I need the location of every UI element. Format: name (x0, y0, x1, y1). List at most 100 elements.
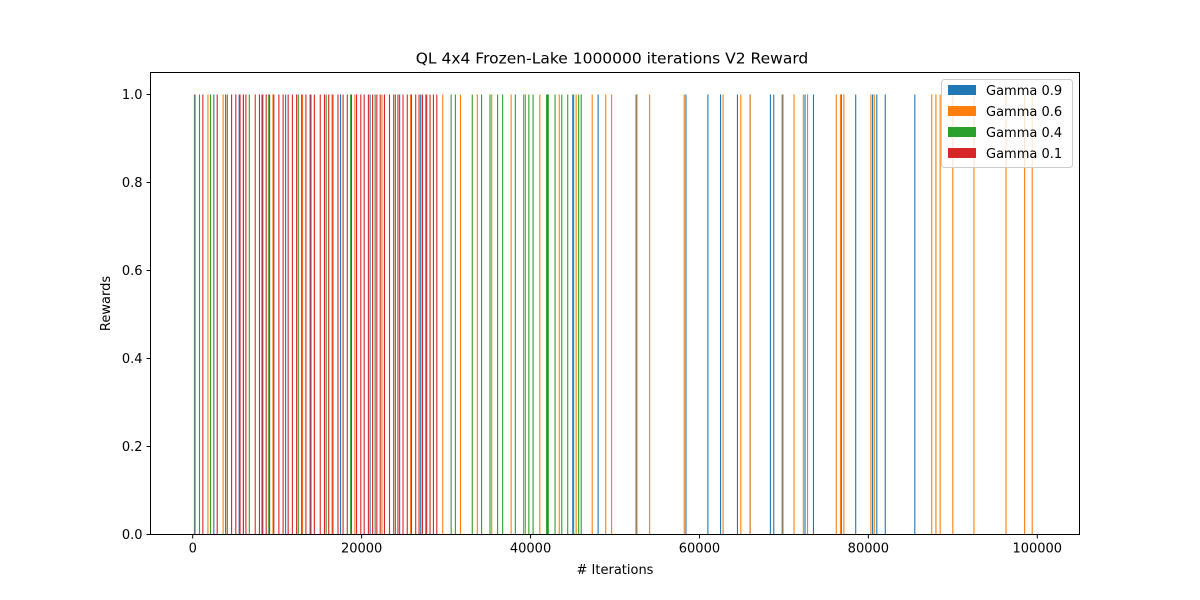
bar-gamma-0-9-20 (773, 94, 775, 535)
bar-gamma-0-4-16 (497, 94, 499, 535)
bar-gamma-0-1-36 (376, 94, 378, 535)
bar-gamma-0-9-11 (572, 94, 574, 535)
bar-gamma-0-1-10 (262, 94, 264, 535)
bar-gamma-0-6-19 (591, 94, 593, 535)
bar-gamma-0-9-8 (399, 94, 401, 535)
bar-gamma-0-6-25 (722, 94, 724, 535)
bar-gamma-0-1-22 (313, 94, 315, 535)
x-tick-label: 40000 (510, 542, 551, 557)
bar-gamma-0-6-41 (973, 94, 975, 535)
bar-gamma-0-6-24 (683, 94, 685, 535)
bar-gamma-0-6-42 (1005, 94, 1007, 535)
bar-gamma-0-1-25 (328, 94, 330, 535)
legend-label-gamma-0-1: Gamma 0.1 (986, 147, 1062, 162)
legend-label-gamma-0-9: Gamma 0.9 (986, 84, 1062, 99)
bar-gamma-0-1-9 (258, 94, 260, 535)
bar-gamma-0-9-28 (884, 94, 886, 535)
bar-gamma-0-4-14 (481, 94, 483, 535)
bar-gamma-0-4-29 (580, 94, 582, 535)
x-tick-label: 0 (189, 542, 197, 557)
bar-gamma-0-6-29 (793, 94, 795, 535)
bar-gamma-0-1-27 (337, 94, 339, 535)
bar-gamma-0-6-9 (410, 94, 412, 535)
bar-gamma-0-6-44 (1031, 94, 1033, 535)
bar-gamma-0-9-21 (781, 94, 783, 535)
chart-title: QL 4x4 Frozen-Lake 1000000 iterations V2… (416, 50, 809, 68)
bar-gamma-0-1-47 (421, 94, 423, 535)
bar-gamma-0-1-45 (415, 94, 417, 535)
bar-gamma-0-6-26 (740, 94, 742, 535)
bar-gamma-0-9-29 (914, 94, 916, 535)
bar-gamma-0-6-6 (331, 94, 333, 535)
bar-gamma-0-1-32 (360, 94, 362, 535)
bar-gamma-0-4-27 (573, 94, 575, 535)
bar-gamma-0-1-37 (379, 94, 381, 535)
bar-gamma-0-6-12 (476, 94, 478, 535)
x-tick-label: 80000 (848, 542, 889, 557)
bar-gamma-0-1-12 (269, 94, 271, 535)
legend-swatch-gamma-0-6 (948, 106, 976, 116)
bar-gamma-0-4-10 (425, 94, 427, 535)
x-axis-label: # Iterations (577, 563, 654, 578)
bar-gamma-0-9-24 (840, 94, 842, 535)
bar-gamma-0-4-21 (532, 94, 534, 535)
bar-gamma-0-1-11 (265, 94, 267, 535)
series-gamma-0-6 (194, 94, 1033, 535)
bar-gamma-0-4-8 (374, 94, 376, 535)
x-tick-label: 100000 (1012, 542, 1062, 557)
bar-gamma-0-4-24 (554, 94, 556, 535)
bar-gamma-0-1-46 (418, 94, 420, 535)
bar-gamma-0-6-43 (1024, 94, 1026, 535)
legend-label-gamma-0-6: Gamma 0.6 (986, 105, 1062, 120)
bar-gamma-0-6-31 (807, 94, 809, 535)
bar-gamma-0-6-13 (491, 94, 493, 535)
bar-gamma-0-1-19 (301, 94, 303, 535)
bar-gamma-0-6-10 (442, 94, 444, 535)
bar-gamma-0-9-19 (769, 94, 771, 535)
bar-gamma-0-4-3 (248, 94, 250, 535)
bar-gamma-0-4-5 (297, 94, 299, 535)
legend-frame (941, 79, 1073, 168)
bar-gamma-0-1-35 (372, 94, 374, 535)
bar-gamma-0-6-22 (636, 94, 638, 535)
bar-gamma-0-4-12 (454, 94, 456, 535)
bar-gamma-0-1-2 (225, 94, 227, 535)
bar-gamma-0-9-12 (597, 94, 599, 535)
bar-gamma-0-4-0 (198, 94, 201, 535)
bar-gamma-0-6-33 (839, 94, 842, 535)
bar-gamma-0-6-38 (935, 94, 937, 535)
bar-gamma-0-6-17 (558, 94, 560, 535)
bar-gamma-0-1-0 (202, 94, 204, 535)
bar-gamma-0-4-22 (546, 94, 548, 535)
bar-gamma-0-9-10 (546, 94, 548, 535)
bar-gamma-0-1-5 (239, 94, 241, 535)
bar-gamma-0-1-33 (363, 94, 365, 535)
bar-gamma-0-9-14 (685, 94, 687, 535)
bar-gamma-0-6-23 (649, 94, 651, 535)
bar-gamma-0-1-26 (332, 94, 334, 535)
legend-label-gamma-0-4: Gamma 0.4 (986, 126, 1062, 141)
bar-gamma-0-6-8 (381, 94, 383, 535)
bar-gamma-0-6-27 (749, 94, 751, 535)
bar-gamma-0-4-9 (394, 94, 396, 535)
y-tick-label: 0.2 (122, 440, 143, 455)
bar-gamma-0-9-22 (804, 94, 806, 535)
bar-gamma-0-1-3 (231, 94, 233, 535)
bar-gamma-0-1-49 (429, 94, 431, 535)
bar-gamma-0-4-26 (567, 94, 569, 535)
bar-gamma-0-6-0 (194, 94, 196, 535)
bar-gamma-0-4-15 (489, 94, 491, 535)
bar-gamma-0-6-36 (873, 94, 875, 535)
bar-gamma-0-9-27 (876, 94, 878, 535)
bar-gamma-0-4-25 (561, 94, 563, 535)
bar-gamma-0-1-34 (367, 94, 369, 535)
y-axis-label: Rewards (99, 276, 114, 331)
bar-gamma-0-9-7 (369, 94, 371, 535)
bar-gamma-0-9-26 (872, 94, 874, 535)
bar-gamma-0-1-43 (406, 94, 408, 535)
bar-gamma-0-1-4 (235, 94, 237, 535)
bar-gamma-0-4-11 (450, 94, 452, 535)
bar-gamma-0-6-4 (272, 94, 274, 535)
plot-frame (150, 72, 1080, 535)
